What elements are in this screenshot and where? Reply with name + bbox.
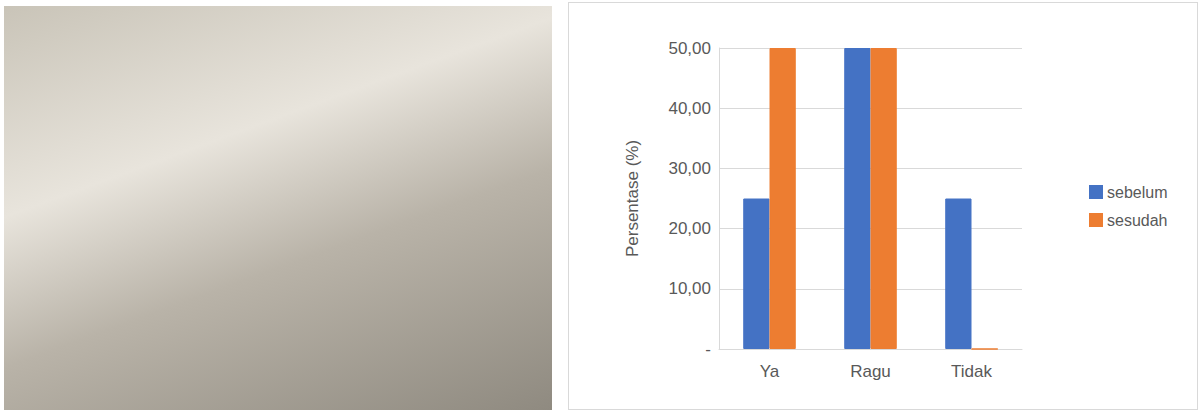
svg-text:-: - <box>705 340 711 359</box>
svg-text:Persentase (%): Persentase (%) <box>623 140 642 257</box>
svg-text:Tidak: Tidak <box>951 362 992 381</box>
svg-text:30,00: 30,00 <box>668 159 711 178</box>
svg-text:40,00: 40,00 <box>668 99 711 118</box>
svg-text:10,00: 10,00 <box>668 279 711 298</box>
svg-text:Ragu: Ragu <box>850 362 891 381</box>
svg-text:Ya: Ya <box>760 362 780 381</box>
svg-text:sebelum: sebelum <box>1107 184 1167 201</box>
svg-text:20,00: 20,00 <box>668 219 711 238</box>
svg-text:sesudah: sesudah <box>1107 212 1168 229</box>
svg-text:50,00: 50,00 <box>668 39 711 58</box>
